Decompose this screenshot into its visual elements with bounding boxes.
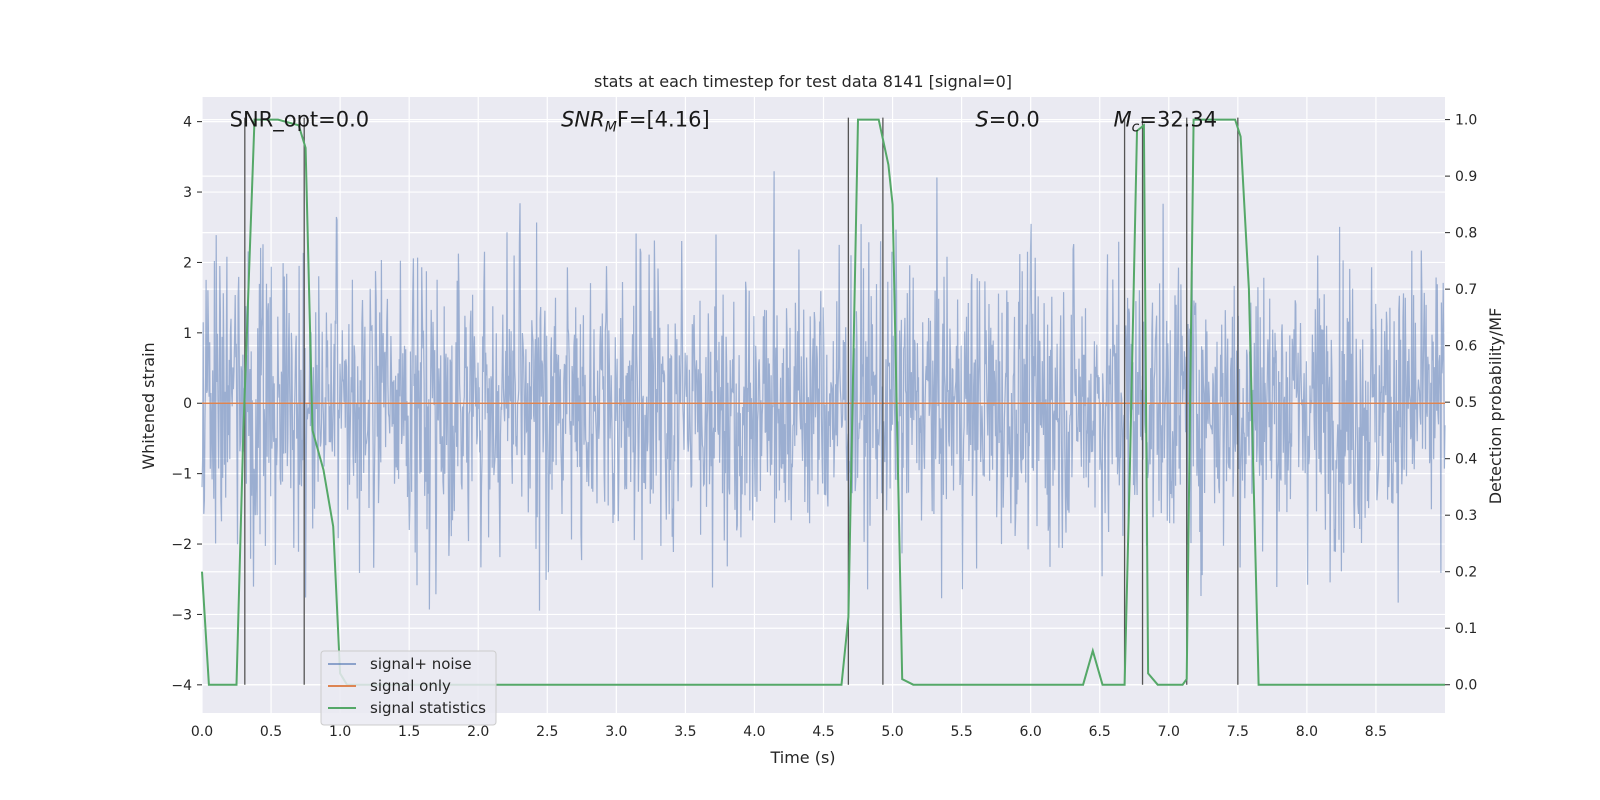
y2-tick-label: 0.2 xyxy=(1455,565,1477,581)
x-tick-label: 4.5 xyxy=(812,724,834,740)
x-tick-label: 5.0 xyxy=(881,724,903,740)
stats-line xyxy=(201,118,1445,686)
y2-tick-label: 0.1 xyxy=(1455,621,1477,637)
y-tick-label: −1 xyxy=(171,467,192,483)
x-tick-label: 6.0 xyxy=(1020,724,1042,740)
y2-tick-label: 0.8 xyxy=(1455,226,1477,242)
x-tick-label: 8.5 xyxy=(1365,724,1387,740)
chart-title: stats at each timestep for test data 814… xyxy=(594,72,1012,91)
y2-tick-label: 1.0 xyxy=(1455,113,1477,129)
y2-tick-label: 0.7 xyxy=(1455,282,1477,298)
x-tick-label: 2.0 xyxy=(467,724,489,740)
x-tick-label: 8.0 xyxy=(1296,724,1318,740)
x-tick-label: 0.5 xyxy=(260,724,282,740)
annotation: S=0.0 xyxy=(975,108,1039,132)
legend-label-signal-only: signal only xyxy=(370,677,451,695)
y2-tick-label: 0.3 xyxy=(1455,508,1477,524)
y2-tick-label: 0.6 xyxy=(1455,339,1477,355)
x-axis-ticks: 0.0 0.5 1.0 1.5 2.0 2.5 3.0 3.5 4.0 4.5 5.0 5.5 6.0 6… xyxy=(191,724,1387,740)
series-signal-statistics xyxy=(201,118,1445,686)
y2-tick-label: 0.4 xyxy=(1455,452,1477,468)
x-tick-label: 4.0 xyxy=(743,724,765,740)
x-tick-label: 7.0 xyxy=(1158,724,1180,740)
y-tick-label: 1 xyxy=(183,326,192,342)
annotations: SNR_opt=0.0 SNRMF=[4.16] S=0.0 Mc=32.34 xyxy=(230,108,1217,136)
y-axis-label: Whitened strain xyxy=(139,342,158,469)
legend-label-stats: signal statistics xyxy=(370,699,486,717)
legend-box xyxy=(320,650,497,726)
legend-label-noise: signal+ noise xyxy=(370,655,472,673)
x-axis-label: Time (s) xyxy=(769,748,835,767)
annotation: SNR_opt=0.0 xyxy=(230,108,370,133)
x-tick-label: 0.0 xyxy=(191,724,213,740)
y-tick-label: 3 xyxy=(183,185,192,201)
annotation: SNRMF=[4.16] xyxy=(561,108,710,136)
y2-axis-ticks: 1.0 0.9 0.8 0.7 0.6 0.5 0.4 0.3 0.2 0.1 0.0 xyxy=(1445,113,1477,694)
annotation: Mc=32.34 xyxy=(1114,108,1218,136)
y2-tick-label: 0.5 xyxy=(1455,395,1477,411)
x-tick-label: 2.5 xyxy=(536,724,558,740)
y2-axis-label: Detection probability/MF xyxy=(1486,308,1505,505)
y-tick-label: 4 xyxy=(183,115,192,131)
y-tick-label: −3 xyxy=(171,607,192,623)
y-axis-ticks: 4 3 2 1 0 −1 −2 −3 −4 xyxy=(171,115,202,694)
y-tick-label: 0 xyxy=(183,396,192,412)
y-tick-label: −2 xyxy=(171,537,192,553)
y2-tick-label: 0.0 xyxy=(1455,678,1477,694)
x-tick-label: 5.5 xyxy=(950,724,972,740)
x-tick-label: 3.0 xyxy=(605,724,627,740)
x-tick-label: 6.5 xyxy=(1089,724,1111,740)
y-tick-label: −4 xyxy=(171,678,192,694)
x-tick-label: 7.5 xyxy=(1227,724,1249,740)
x-tick-label: 1.0 xyxy=(329,724,351,740)
y2-tick-label: 0.9 xyxy=(1455,169,1477,185)
x-tick-label: 1.5 xyxy=(398,724,420,740)
x-tick-label: 3.5 xyxy=(674,724,696,740)
legend: signal+ noise signal only signal statist… xyxy=(320,650,497,726)
y-tick-label: 2 xyxy=(183,255,192,271)
